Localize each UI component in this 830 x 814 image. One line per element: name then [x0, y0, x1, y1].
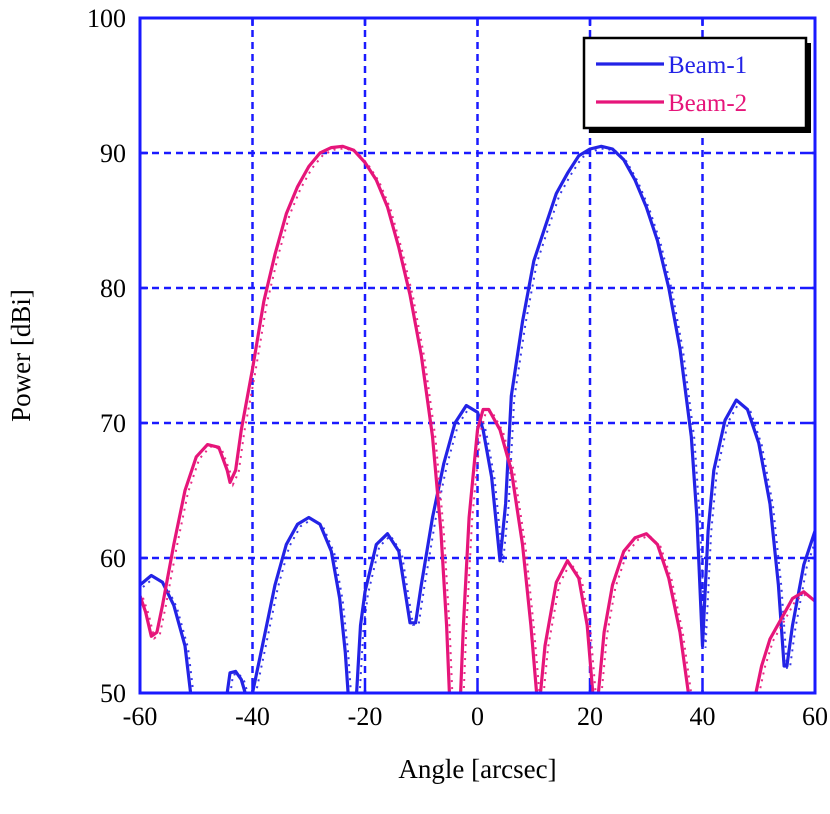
- y-tick-label: 90: [100, 139, 126, 168]
- x-tick-label: 60: [802, 702, 828, 731]
- y-tick-label: 100: [87, 4, 126, 33]
- axis-ticks: -60 -40 -20 0 20 40 60 50 60 70 80 90 100: [87, 4, 828, 731]
- x-tick-label: 40: [690, 702, 716, 731]
- legend: Beam-1 Beam-2: [582, 36, 811, 133]
- legend-box: [582, 36, 808, 130]
- y-tick-label: 80: [100, 274, 126, 303]
- x-tick-label: -60: [123, 702, 158, 731]
- legend-label: Beam-1: [668, 52, 747, 79]
- y-tick-label: 70: [100, 409, 126, 438]
- x-tick-label: 0: [471, 702, 484, 731]
- y-tick-label: 50: [100, 679, 126, 708]
- y-tick-label: 60: [100, 544, 126, 573]
- y-axis-title: Power [dBi]: [6, 289, 36, 422]
- legend-label: Beam-2: [668, 90, 747, 117]
- x-tick-label: 20: [577, 702, 603, 731]
- x-tick-label: -40: [235, 702, 270, 731]
- series-lines: [140, 144, 815, 693]
- x-tick-label: -20: [348, 702, 383, 731]
- x-axis-title: Angle [arcsec]: [398, 754, 556, 784]
- series-line-beam-1: [140, 144, 815, 693]
- series-line-beam-2: [140, 144, 815, 693]
